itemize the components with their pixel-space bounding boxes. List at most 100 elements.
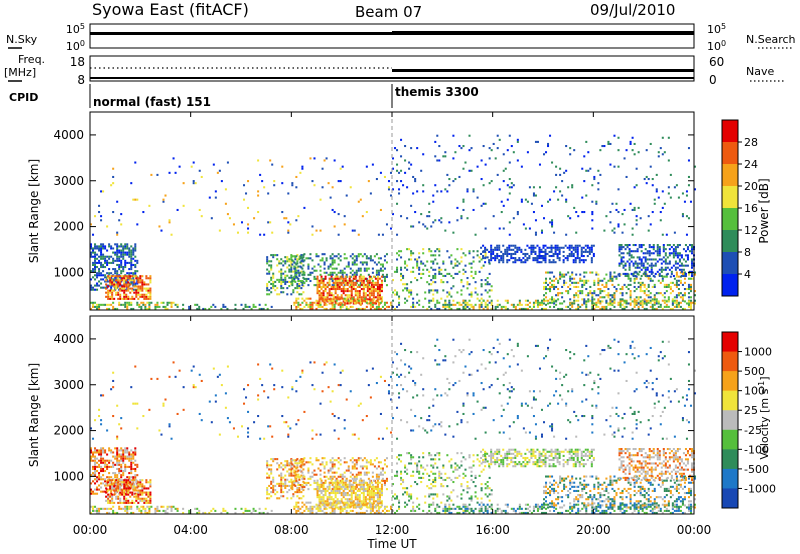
power-cell (593, 292, 596, 295)
power-cell (617, 283, 620, 286)
velocity-cell (118, 449, 121, 452)
velocity-cell (117, 481, 120, 484)
power-cell (468, 252, 471, 255)
power-cell (267, 221, 270, 224)
velocity-cell (106, 467, 109, 470)
power-cell (548, 259, 551, 262)
velocity-cell (139, 497, 142, 500)
power-cell (617, 136, 620, 139)
power-cell (642, 252, 645, 255)
velocity-cell (352, 492, 355, 495)
power-cell (348, 281, 351, 284)
power-cell (545, 303, 548, 306)
power-cell (428, 299, 431, 302)
velocity-cell (123, 491, 126, 494)
velocity-cell (134, 451, 137, 454)
velocity-cell (130, 463, 133, 466)
power-cell (412, 305, 415, 308)
power-cell (392, 299, 395, 302)
velocity-cell (266, 493, 269, 496)
velocity-cell (346, 492, 349, 495)
power-cell (634, 250, 637, 253)
velocity-cell (366, 506, 369, 509)
power-cell (656, 244, 659, 247)
power-cell (526, 244, 529, 247)
power-cell (653, 298, 656, 301)
power-cell (579, 279, 582, 282)
velocity-cell (291, 459, 294, 462)
power-cell (640, 246, 643, 249)
power-cell (621, 285, 624, 288)
power-cell (90, 253, 93, 256)
power-cell (375, 263, 378, 266)
velocity-cell (322, 485, 325, 488)
velocity-cell (120, 453, 123, 456)
power-cell (319, 259, 322, 262)
power-cell (547, 283, 550, 286)
velocity-cell (346, 485, 349, 488)
velocity-cell (346, 498, 349, 501)
velocity-cell (270, 491, 273, 494)
power-cell (508, 244, 511, 247)
velocity-cell (134, 459, 137, 462)
velocity-cell (128, 459, 131, 462)
power-cell (547, 200, 550, 203)
power-cell (562, 259, 565, 262)
velocity-cell (340, 498, 343, 501)
power-cell (116, 245, 119, 248)
power-cell (410, 147, 413, 150)
power-cell (352, 285, 355, 288)
velocity-cell (337, 475, 340, 478)
power-cell (664, 248, 667, 251)
velocity-cell (139, 485, 142, 488)
power-cell (650, 270, 653, 273)
power-cell (372, 275, 375, 278)
power-cell (272, 256, 275, 259)
velocity-cell (311, 471, 314, 474)
power-cell (355, 273, 358, 276)
power-cell (111, 297, 114, 300)
power-cell (300, 262, 303, 265)
power-cell (424, 297, 427, 300)
velocity-cell (327, 469, 330, 472)
power-cell (328, 279, 331, 282)
power-cell (684, 260, 687, 263)
power-cell (488, 261, 491, 264)
power-cell (673, 186, 676, 189)
velocity-cell (313, 481, 316, 484)
power-cell (572, 255, 575, 258)
power-cell (120, 255, 123, 258)
velocity-cell (373, 459, 376, 462)
power-cell (565, 305, 568, 308)
power-cell (311, 267, 314, 270)
power-cell (343, 284, 346, 287)
power-cell (387, 186, 390, 189)
power-cell (623, 305, 626, 308)
power-cell (647, 301, 650, 304)
velocity-cell (119, 491, 122, 494)
velocity-cell (118, 455, 121, 458)
velocity-cell (298, 489, 301, 492)
velocity-cell (94, 474, 97, 477)
velocity-cell (102, 457, 105, 460)
power-cell (572, 248, 575, 251)
velocity-cell (126, 484, 129, 487)
velocity-cell (98, 465, 101, 468)
power-cell (364, 277, 367, 280)
power-cell (100, 303, 103, 306)
power-cell (149, 297, 152, 300)
power-cell (396, 149, 399, 152)
power-cell (656, 270, 659, 273)
power-cell (686, 264, 689, 267)
date-title: 09/Jul/2010 (590, 1, 675, 19)
power-cell (472, 256, 475, 259)
power-cell (575, 299, 578, 302)
power-cell (655, 292, 658, 295)
velocity-cell (328, 487, 331, 490)
power-cell (651, 178, 654, 181)
velocity-cell (124, 467, 127, 470)
range-tick-label: 3000 (53, 174, 84, 188)
power-cell (462, 198, 465, 201)
velocity-cell (320, 498, 323, 501)
power-cell (637, 298, 640, 301)
